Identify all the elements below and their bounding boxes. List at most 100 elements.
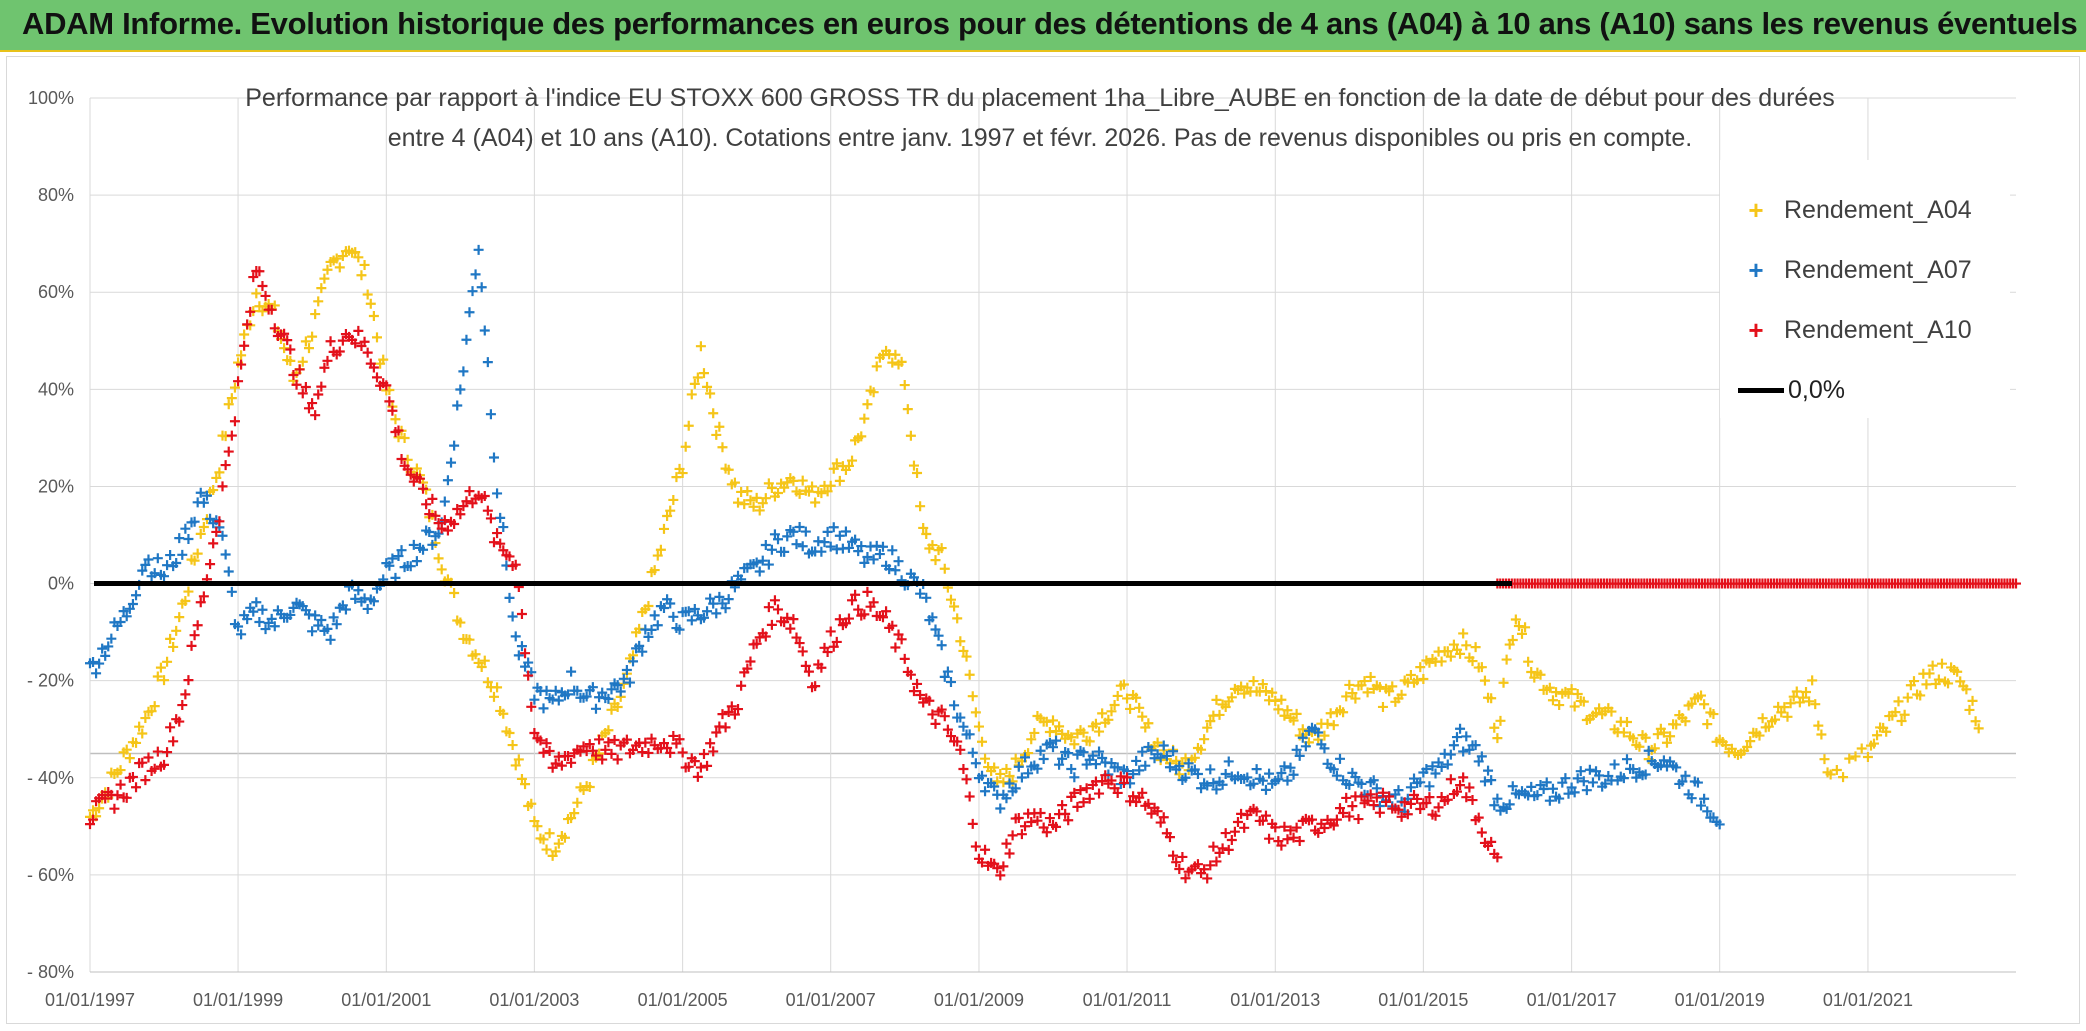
series-point-rendement-a07 — [587, 682, 598, 693]
series-point-rendement-a07 — [1051, 735, 1062, 746]
legend-label-zero: 0,0% — [1788, 375, 1845, 404]
series-point-rendement-a04 — [584, 781, 595, 792]
series-point-rendement-a07 — [754, 566, 765, 577]
series-point-rendement-a07 — [1424, 781, 1435, 792]
series-point-rendement-a10 — [1285, 825, 1296, 836]
series-point-rendement-a10 — [689, 756, 700, 767]
series-point-rendement-a04 — [569, 808, 580, 819]
series-point-rendement-a10 — [464, 486, 475, 497]
series-point-rendement-a04 — [655, 544, 666, 555]
series-point-rendement-a07 — [581, 691, 592, 702]
series-point-rendement-a07 — [714, 591, 725, 602]
series-point-rendement-a04 — [1171, 755, 1182, 766]
series-point-rendement-a10 — [248, 272, 259, 283]
series-point-rendement-a04 — [995, 768, 1006, 779]
series-point-rendement-a07 — [720, 603, 731, 614]
series-point-rendement-a04 — [692, 372, 703, 383]
series-point-rendement-a07 — [257, 604, 268, 615]
series-point-rendement-a04 — [1501, 654, 1512, 665]
series-point-rendement-a04 — [1566, 684, 1577, 695]
series-point-rendement-a10 — [131, 782, 142, 793]
series-point-rendement-a07 — [1507, 781, 1518, 792]
series-point-rendement-a10 — [1473, 812, 1484, 823]
series-point-rendement-a04 — [1754, 730, 1765, 741]
series-point-rendement-a07 — [1319, 743, 1330, 754]
series-point-rendement-a04 — [612, 701, 623, 712]
series-point-rendement-a07 — [165, 550, 176, 561]
series-point-rendement-a10 — [239, 340, 250, 351]
series-point-rendement-a07 — [362, 603, 373, 614]
series-point-rendement-a10 — [791, 632, 802, 643]
series-point-rendement-a07 — [1054, 759, 1065, 770]
series-point-rendement-a07 — [470, 269, 481, 280]
series-point-rendement-a07 — [1479, 776, 1490, 787]
series-point-rendement-a10 — [794, 638, 805, 649]
series-point-rendement-a04 — [1649, 743, 1660, 754]
series-point-rendement-a07 — [930, 624, 941, 635]
series-point-rendement-a04 — [1359, 676, 1370, 687]
series-point-rendement-a04 — [1010, 753, 1021, 764]
series-point-rendement-a10 — [1328, 820, 1339, 831]
series-point-rendement-a07 — [658, 603, 669, 614]
series-point-rendement-a04 — [134, 721, 145, 732]
series-point-rendement-a07 — [516, 641, 527, 652]
series-point-rendement-a07 — [711, 608, 722, 619]
series-point-rendement-a04 — [643, 601, 654, 612]
series-point-rendement-a04 — [236, 350, 247, 361]
series-point-rendement-a10 — [825, 626, 836, 637]
series-point-rendement-a10 — [418, 483, 429, 494]
x-tick-label: 01/01/1997 — [45, 990, 135, 1010]
series-point-rendement-a07 — [220, 549, 231, 560]
series-point-rendement-a10 — [300, 382, 311, 393]
series-point-rendement-a10 — [523, 670, 534, 681]
series-point-rendement-a10 — [773, 604, 784, 615]
y-tick-label: 100% — [28, 88, 74, 108]
series-point-rendement-a07 — [942, 666, 953, 677]
series-point-rendement-a04 — [1412, 675, 1423, 686]
series-point-rendement-a10 — [677, 747, 688, 758]
series-point-rendement-a07 — [198, 497, 209, 508]
series-point-rendement-a04 — [488, 691, 499, 702]
series-point-rendement-a10 — [1362, 795, 1373, 806]
series-point-rendement-a04 — [155, 662, 166, 673]
series-point-rendement-a04 — [529, 816, 540, 827]
series-point-rendement-a04 — [1572, 689, 1583, 700]
series-point-rendement-a10 — [1143, 798, 1154, 809]
series-point-rendement-a10 — [1393, 804, 1404, 815]
series-point-rendement-a04 — [828, 463, 839, 474]
series-point-rendement-a04 — [1594, 703, 1605, 714]
series-point-rendement-a04 — [766, 483, 777, 494]
series-point-rendement-a10 — [927, 709, 938, 720]
series-point-rendement-a04 — [316, 283, 327, 294]
series-point-rendement-a07 — [637, 646, 648, 657]
series-point-rendement-a04 — [649, 565, 660, 576]
series-point-rendement-a07 — [1020, 752, 1031, 763]
series-point-rendement-a10 — [529, 728, 540, 739]
series-point-rendement-a04 — [550, 846, 561, 857]
series-point-rendement-a07 — [1714, 819, 1725, 830]
series-point-rendement-a07 — [1569, 787, 1580, 798]
series-point-rendement-a04 — [322, 264, 333, 275]
series-point-rendement-a04 — [226, 393, 237, 404]
series-point-rendement-a10 — [1217, 843, 1228, 854]
series-point-rendement-a04 — [1921, 679, 1932, 690]
series-point-rendement-a04 — [149, 701, 160, 712]
series-point-rendement-a10 — [387, 405, 398, 416]
series-point-rendement-a04 — [1890, 707, 1901, 718]
series-point-rendement-a04 — [436, 564, 447, 575]
series-point-rendement-a10 — [992, 863, 1003, 874]
series-point-rendement-a07 — [97, 643, 108, 654]
series-point-rendement-a07 — [1640, 769, 1651, 780]
series-point-rendement-a10 — [127, 772, 138, 783]
series-point-rendement-a04 — [1001, 763, 1012, 774]
series-point-rendement-a10 — [708, 746, 719, 757]
series-point-rendement-a07 — [1279, 761, 1290, 772]
series-point-rendement-a10 — [1331, 814, 1342, 825]
series-point-rendement-a07 — [1140, 760, 1151, 771]
series-point-rendement-a04 — [977, 736, 988, 747]
series-point-rendement-a07 — [1192, 769, 1203, 780]
series-point-rendement-a07 — [106, 633, 117, 644]
series-point-rendement-a04 — [1489, 722, 1500, 733]
series-point-rendement-a10 — [1118, 777, 1129, 788]
series-point-rendement-a10 — [924, 695, 935, 706]
